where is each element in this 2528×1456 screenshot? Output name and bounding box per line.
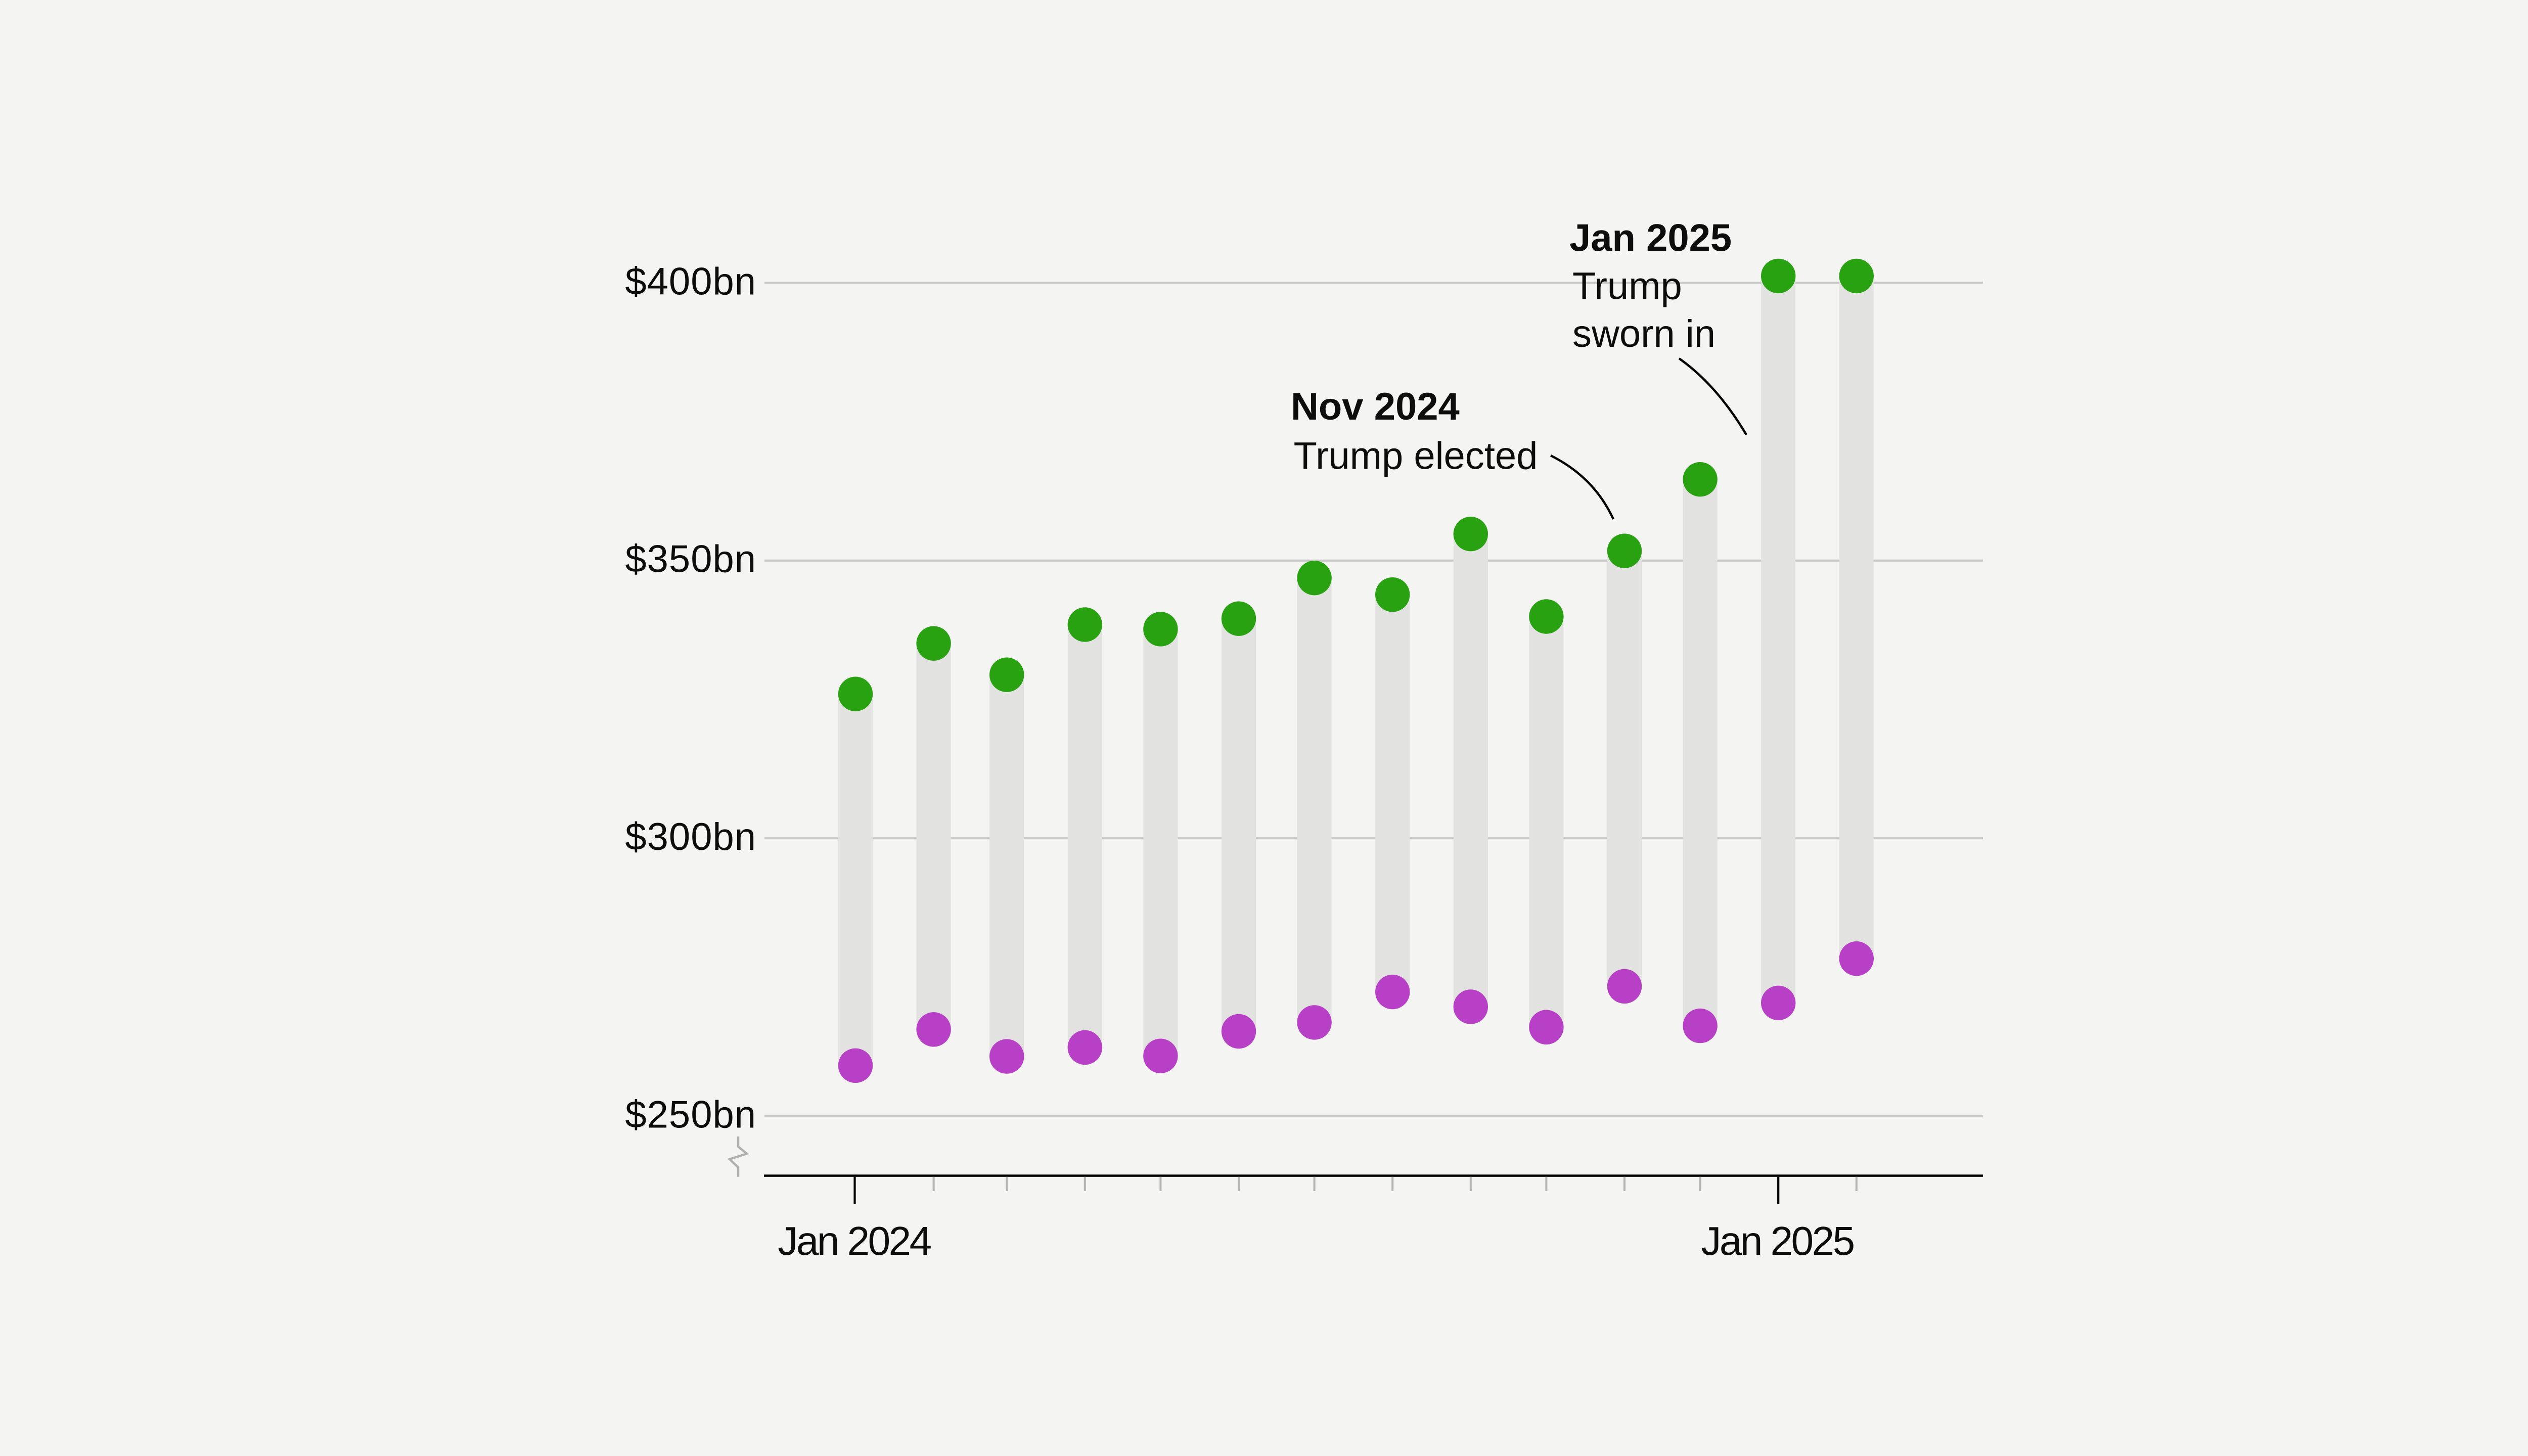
svg-text:sworn in: sworn in — [1572, 312, 1716, 355]
svg-text:Trump: Trump — [1572, 264, 1682, 307]
svg-text:$400bn: $400bn — [625, 260, 756, 303]
svg-text:Jan 2024: Jan 2024 — [778, 1218, 931, 1263]
svg-text:$300bn: $300bn — [625, 815, 756, 858]
svg-text:Jan 2025: Jan 2025 — [1701, 1218, 1854, 1263]
svg-text:Trump elected: Trump elected — [1294, 434, 1538, 477]
svg-text:Jan 2025: Jan 2025 — [1569, 217, 1732, 260]
svg-text:$250bn: $250bn — [625, 1094, 756, 1136]
svg-text:Nov 2024: Nov 2024 — [1291, 385, 1460, 428]
svg-text:$350bn: $350bn — [625, 538, 756, 581]
